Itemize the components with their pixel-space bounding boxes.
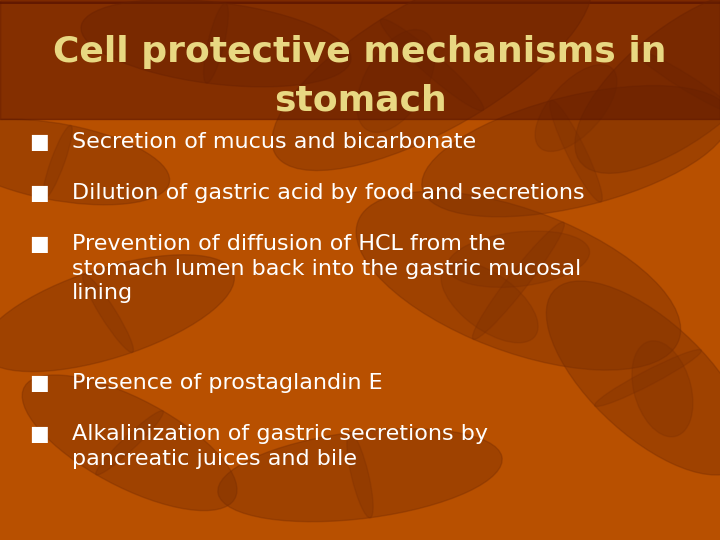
Text: Cell protective mechanisms in: Cell protective mechanisms in: [53, 35, 667, 69]
Ellipse shape: [575, 0, 720, 173]
Ellipse shape: [0, 255, 234, 372]
Ellipse shape: [595, 349, 701, 407]
Ellipse shape: [634, 49, 720, 113]
Ellipse shape: [22, 375, 237, 511]
Ellipse shape: [546, 281, 720, 475]
Ellipse shape: [0, 119, 170, 205]
Text: Presence of prostaglandin E: Presence of prostaglandin E: [72, 373, 382, 393]
Text: Secretion of mucus and bicarbonate: Secretion of mucus and bicarbonate: [72, 132, 476, 152]
Text: ■: ■: [29, 132, 48, 152]
Text: ■: ■: [29, 234, 48, 254]
Ellipse shape: [472, 222, 564, 340]
Ellipse shape: [535, 65, 617, 151]
Text: Prevention of diffusion of HCL from the
stomach lumen back into the gastric muco: Prevention of diffusion of HCL from the …: [72, 234, 581, 303]
Ellipse shape: [422, 86, 720, 217]
Text: ■: ■: [29, 183, 48, 203]
Ellipse shape: [380, 19, 484, 111]
Ellipse shape: [81, 0, 351, 87]
Ellipse shape: [96, 411, 163, 475]
Text: ■: ■: [29, 373, 48, 393]
Ellipse shape: [204, 3, 228, 83]
Ellipse shape: [356, 192, 680, 370]
Ellipse shape: [218, 429, 502, 522]
Ellipse shape: [441, 262, 538, 343]
Text: Dilution of gastric acid by food and secretions: Dilution of gastric acid by food and sec…: [72, 183, 585, 203]
Ellipse shape: [632, 341, 693, 437]
Ellipse shape: [357, 30, 435, 132]
Ellipse shape: [550, 100, 602, 202]
Ellipse shape: [43, 125, 72, 199]
Ellipse shape: [347, 433, 373, 518]
Ellipse shape: [83, 274, 133, 353]
Text: stomach: stomach: [274, 84, 446, 118]
Text: ■: ■: [29, 424, 48, 444]
Ellipse shape: [272, 0, 592, 171]
Ellipse shape: [447, 231, 590, 287]
Text: Alkalinization of gastric secretions by
pancreatic juices and bile: Alkalinization of gastric secretions by …: [72, 424, 488, 469]
